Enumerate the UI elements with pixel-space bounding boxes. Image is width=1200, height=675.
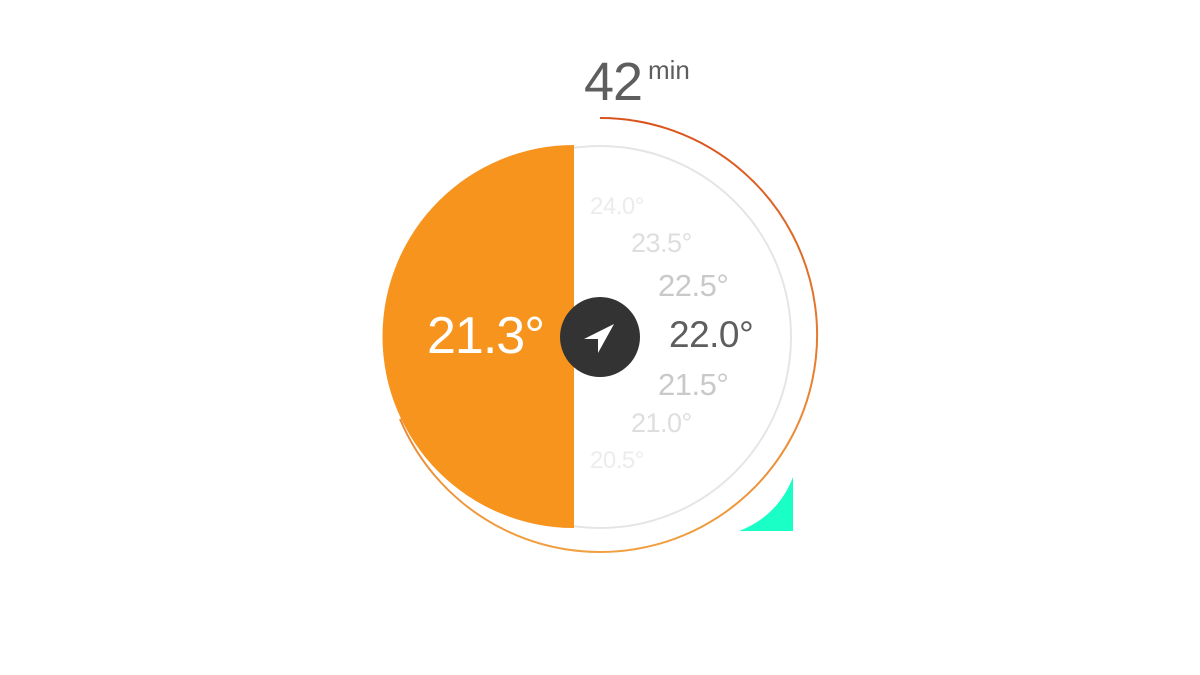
setpoint-option[interactable]: 22.5° [658, 268, 729, 303]
current-temp-fill [382, 145, 574, 528]
setpoint-selected[interactable]: 22.0° [669, 314, 754, 355]
navigation-arrow-icon [584, 324, 614, 353]
current-temperature: 21.3° [427, 307, 545, 365]
setpoint-option[interactable]: 21.5° [658, 367, 729, 402]
timer-value: 42 [584, 52, 643, 112]
setpoint-option[interactable]: 24.0° [590, 193, 644, 220]
setpoint-option[interactable]: 21.0° [631, 408, 692, 438]
timer-readout: 42 min [584, 52, 690, 112]
setpoint-option[interactable]: 20.5° [590, 447, 644, 474]
setpoint-option[interactable]: 23.5° [631, 228, 692, 258]
navigation-button[interactable] [560, 297, 640, 377]
corner-tab-icon[interactable] [738, 476, 794, 532]
timer-progress-ring[interactable] [399, 117, 819, 553]
timer-unit: min [648, 55, 690, 85]
